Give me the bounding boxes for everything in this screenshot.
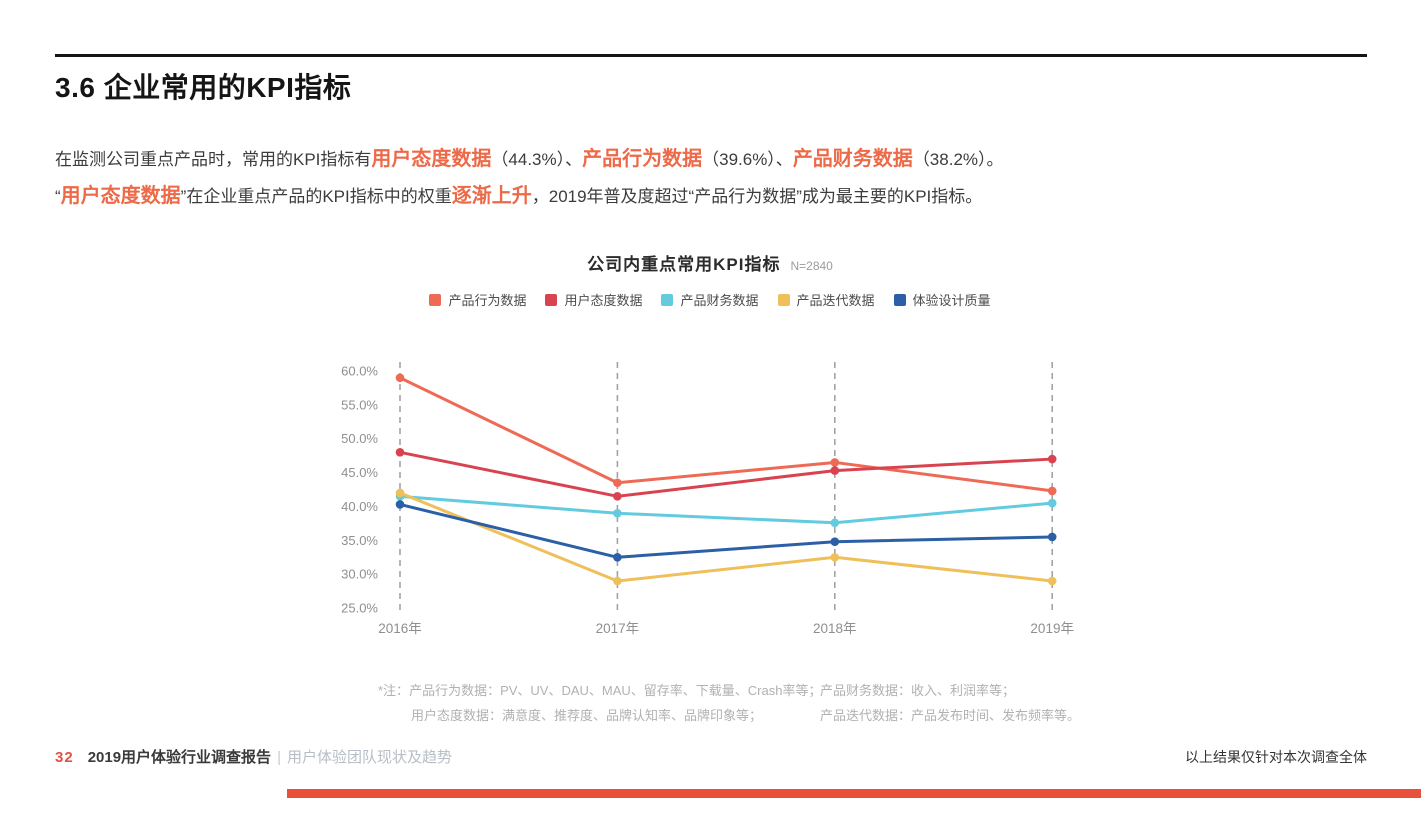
footer-report-subtitle: 用户体验团队现状及趋势 (286, 749, 452, 766)
data-point (395, 447, 405, 457)
x-axis-tick-label: 2017年 (596, 621, 640, 636)
bottom-accent-bar (287, 789, 1421, 798)
data-point (830, 466, 840, 475)
line-chart-plot: 60.0% 55.0% 50.0% 45.0% 40.0% 35.0% 30.0% 25.0%… (330, 338, 1090, 648)
y-axis-tick-label: 50.0% (341, 431, 378, 446)
data-point (395, 500, 405, 509)
y-axis-tick-label: 30.0% (341, 567, 378, 582)
chart-header: 公司内重点常用KPI指标 N=2840 产品行为数据 用户态度数据 产品财务数据 产品迭… (330, 250, 1090, 309)
legend-item: 体验设计质量 (893, 290, 991, 309)
series-line (398, 376, 1054, 493)
y-axis-tick-label: 55.0% (341, 397, 378, 412)
legend-item: 产品财务数据 (661, 290, 759, 309)
legend-label: 体验设计质量 (912, 293, 991, 308)
text-span: （44.3%）、 (491, 150, 583, 169)
highlighted-term: 用户态度数据 (60, 185, 181, 207)
legend-label: 产品迭代数据 (796, 293, 875, 308)
data-point (613, 508, 622, 518)
legend-swatch-icon (893, 293, 906, 306)
data-point (1047, 498, 1057, 508)
data-point (395, 488, 405, 498)
legend-label: 产品行为数据 (448, 293, 527, 308)
chart-title-row: 公司内重点常用KPI指标 N=2840 (330, 250, 1090, 278)
legend-item: 产品行为数据 (429, 290, 526, 309)
chart-title: 公司内重点常用KPI指标 (587, 255, 781, 274)
text-span: “ (55, 187, 61, 206)
chart-legend: 产品行为数据 用户态度数据 产品财务数据 产品迭代数据 体验设计质量 (330, 290, 1090, 309)
data-point (613, 478, 622, 488)
data-point (1047, 486, 1057, 496)
data-point (830, 537, 840, 547)
intro-paragraph: 在监测公司重点产品时，常用的KPI指标有用户态度数据（44.3%）、产品行为数据… (55, 141, 1175, 215)
footer-left: 32 2019用户体验行业调查报告 | 用户体验团队现状及趋势 (55, 746, 452, 767)
legend-swatch-icon (661, 293, 674, 306)
line-chart-svg: 60.0% 55.0% 50.0% 45.0% 40.0% 35.0% 30.0% 25.0%… (341, 362, 1074, 636)
section-title: 3.6 企业常用的KPI指标 (55, 72, 352, 103)
page-number: 32 (55, 749, 74, 766)
series-line (398, 491, 1054, 583)
data-point (613, 492, 622, 501)
footnote-left-line-1: 产品行为数据：PV、UV、DAU、MAU、留存率、下载量、Crash率等； (409, 683, 822, 698)
text-span: （39.6%）、 (702, 150, 793, 169)
data-point (830, 518, 840, 528)
footer-right-note: 以上结果仅针对本次调查全体 (1185, 749, 1367, 765)
text-span: 在监测公司重点产品时，常用的KPI指标有 (55, 150, 372, 169)
y-axis-tick-label: 45.0% (341, 465, 378, 480)
legend-label: 产品财务数据 (680, 293, 759, 308)
legend-item: 用户态度数据 (545, 290, 642, 309)
chart-sample-size: N=2840 (790, 259, 833, 273)
footnote-prefix: *注： (378, 683, 410, 698)
x-axis-tick-label: 2019年 (1030, 621, 1074, 636)
intro-line-2: “用户态度数据”在企业重点产品的KPI指标中的权重逐渐上升，2019年普及度超过… (55, 178, 1175, 215)
y-axis-tick-label: 60.0% (341, 364, 378, 379)
data-point (613, 552, 622, 562)
x-axis-tick-label: 2016年 (378, 621, 422, 636)
data-point (1047, 576, 1057, 586)
legend-label: 用户态度数据 (564, 293, 643, 308)
chart-footnote: *注：产品行为数据：PV、UV、DAU、MAU、留存率、下载量、Crash率等；… (378, 678, 1098, 728)
data-point (1047, 532, 1057, 542)
y-axis-tick-label: 35.0% (341, 533, 378, 548)
highlighted-term: 逐渐上升 (451, 185, 532, 207)
series-line (398, 450, 1054, 498)
legend-item: 产品迭代数据 (777, 290, 875, 309)
footnote-right-column: 产品财务数据：收入、利润率等； 产品迭代数据：产品发布时间、发布频率等。 (820, 678, 1080, 728)
footer-report-title: 2019用户体验行业调查报告 (87, 749, 272, 766)
highlighted-term: 用户态度数据 (371, 148, 492, 170)
x-axis-tick-label: 2018年 (813, 621, 857, 636)
data-point (1047, 454, 1057, 464)
series-line (398, 494, 1054, 525)
highlighted-term: 产品行为数据 (582, 148, 703, 170)
text-span: ，2019年普及度超过“产品行为数据”成为最主要的KPI指标。 (531, 187, 983, 206)
footer-separator: | (277, 749, 281, 766)
data-point (395, 373, 405, 383)
footnote-right-line-2: 产品迭代数据：产品发布时间、发布频率等。 (820, 708, 1081, 723)
series-line (398, 502, 1054, 559)
data-point (830, 552, 840, 562)
highlighted-term: 产品财务数据 (792, 148, 913, 170)
data-point (613, 576, 622, 586)
footnote-left-line-2: 用户态度数据：满意度、推荐度、品牌认知率、品牌印象等； (411, 708, 763, 723)
footnote-left-column: *注：产品行为数据：PV、UV、DAU、MAU、留存率、下载量、Crash率等；… (378, 678, 1098, 728)
top-rule (55, 54, 1367, 57)
intro-line-1: 在监测公司重点产品时，常用的KPI指标有用户态度数据（44.3%）、产品行为数据… (55, 141, 1175, 178)
data-point (830, 458, 840, 467)
legend-swatch-icon (429, 293, 442, 306)
legend-swatch-icon (777, 293, 790, 306)
footnote-right-line-1: 产品财务数据：收入、利润率等； (820, 683, 1016, 698)
text-span: （38.2%）。 (912, 150, 1004, 169)
y-axis-tick-label: 40.0% (341, 499, 378, 514)
y-axis-tick-label: 25.0% (341, 601, 378, 616)
text-span: ”在企业重点产品的KPI指标中的权重 (180, 187, 452, 206)
legend-swatch-icon (545, 293, 558, 306)
